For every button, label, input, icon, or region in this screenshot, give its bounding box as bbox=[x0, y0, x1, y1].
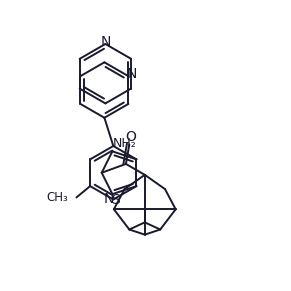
Text: S: S bbox=[111, 193, 120, 207]
Text: N: N bbox=[100, 35, 111, 49]
Text: CH₃: CH₃ bbox=[47, 191, 68, 204]
Text: N: N bbox=[103, 192, 113, 207]
Text: O: O bbox=[125, 130, 136, 145]
Text: NH₂: NH₂ bbox=[112, 137, 136, 150]
Text: N: N bbox=[126, 67, 136, 81]
